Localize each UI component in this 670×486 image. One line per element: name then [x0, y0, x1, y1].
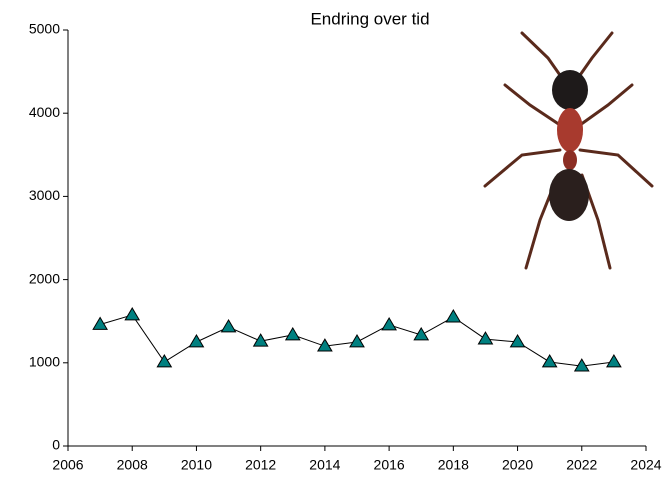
- x-tick-label: 2012: [245, 457, 276, 473]
- marker: [573, 358, 590, 372]
- marker: [284, 326, 301, 341]
- x-tick-label: 2016: [374, 457, 405, 473]
- x-tick-label: 2024: [630, 457, 661, 473]
- marker: [445, 309, 462, 323]
- marker: [381, 316, 397, 331]
- x-tick-label: 2022: [566, 457, 597, 473]
- marker: [317, 338, 333, 352]
- marker: [349, 334, 365, 348]
- x-tick-label: 2018: [438, 457, 469, 473]
- ant-illustration: [483, 31, 654, 270]
- marker: [252, 333, 269, 347]
- marker: [477, 331, 494, 345]
- y-tick-label: 3000: [29, 187, 60, 203]
- y-tick-label: 0: [52, 437, 60, 453]
- marker: [188, 334, 205, 348]
- y-tick-label: 1000: [29, 354, 60, 370]
- marker: [156, 353, 173, 368]
- x-tick-label: 2020: [502, 457, 533, 473]
- marker: [92, 316, 108, 330]
- marker: [509, 334, 526, 348]
- x-tick-label: 2014: [309, 457, 340, 473]
- x-tick-label: 2006: [52, 457, 83, 473]
- x-tick-label: 2008: [117, 457, 148, 473]
- marker: [124, 306, 141, 321]
- x-tick-label: 2010: [181, 457, 212, 473]
- marker: [413, 326, 430, 341]
- marker: [541, 353, 558, 368]
- marker: [606, 353, 622, 368]
- y-tick-label: 4000: [29, 104, 60, 120]
- marker: [220, 319, 237, 333]
- y-tick-label: 5000: [29, 21, 60, 37]
- y-tick-label: 2000: [29, 270, 60, 286]
- chart-title: Endring over tid: [310, 9, 429, 28]
